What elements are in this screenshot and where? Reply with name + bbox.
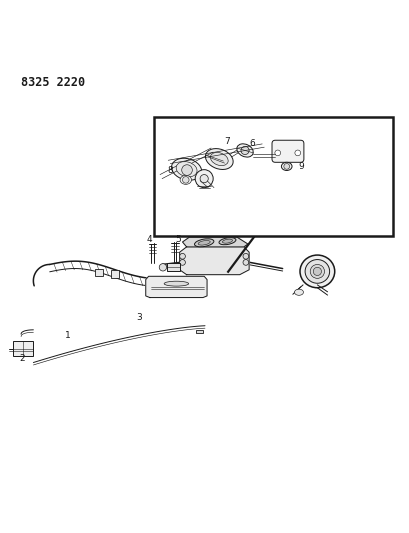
- Text: 5: 5: [175, 236, 181, 245]
- Bar: [153, 117, 392, 236]
- Polygon shape: [145, 276, 207, 297]
- Text: 6: 6: [249, 140, 254, 148]
- Ellipse shape: [210, 152, 228, 166]
- Ellipse shape: [164, 281, 188, 286]
- Circle shape: [274, 150, 280, 156]
- Bar: [13, 341, 32, 357]
- Bar: [111, 270, 119, 278]
- Text: 3: 3: [137, 313, 142, 322]
- Circle shape: [283, 164, 289, 169]
- Ellipse shape: [194, 239, 213, 247]
- Bar: [196, 330, 203, 333]
- Ellipse shape: [180, 175, 191, 184]
- Circle shape: [200, 175, 208, 183]
- Text: 4: 4: [147, 236, 152, 245]
- Bar: [167, 263, 180, 271]
- Ellipse shape: [218, 238, 235, 245]
- Polygon shape: [182, 237, 247, 247]
- Ellipse shape: [310, 264, 324, 278]
- Circle shape: [240, 147, 249, 155]
- Ellipse shape: [198, 240, 210, 245]
- Circle shape: [159, 264, 166, 271]
- Circle shape: [312, 268, 321, 276]
- Circle shape: [179, 260, 185, 265]
- Circle shape: [243, 253, 248, 259]
- Bar: [94, 269, 103, 276]
- Text: 8325 2220: 8325 2220: [21, 77, 85, 90]
- Ellipse shape: [176, 161, 197, 177]
- Ellipse shape: [299, 255, 334, 288]
- Ellipse shape: [236, 144, 253, 157]
- Circle shape: [195, 169, 213, 188]
- Ellipse shape: [222, 239, 232, 243]
- Ellipse shape: [205, 149, 233, 169]
- Ellipse shape: [171, 158, 201, 180]
- Circle shape: [294, 150, 300, 156]
- Circle shape: [182, 176, 189, 183]
- Circle shape: [179, 253, 185, 259]
- Polygon shape: [179, 247, 249, 274]
- Circle shape: [243, 260, 248, 265]
- Ellipse shape: [281, 163, 291, 171]
- Text: 2: 2: [19, 354, 25, 363]
- Text: 7: 7: [224, 138, 230, 147]
- Ellipse shape: [304, 260, 329, 283]
- FancyBboxPatch shape: [271, 140, 303, 163]
- Ellipse shape: [294, 289, 303, 295]
- Text: 8: 8: [167, 166, 173, 175]
- Text: 1: 1: [65, 332, 71, 341]
- Text: 9: 9: [297, 162, 303, 171]
- Circle shape: [181, 165, 192, 175]
